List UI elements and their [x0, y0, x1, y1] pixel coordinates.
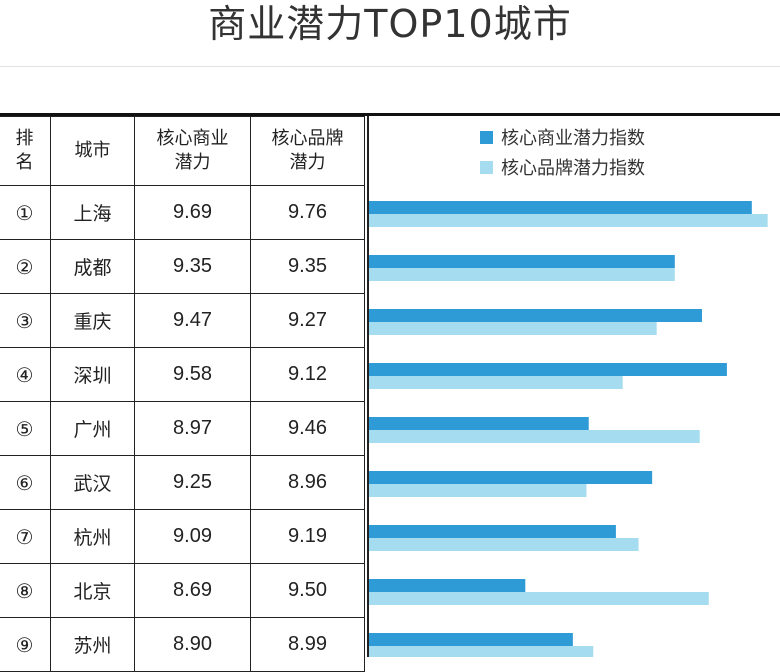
biz-score-cell: 9.69: [134, 185, 251, 240]
bar-brand-9: [369, 646, 594, 657]
table-row: ④ 深圳 9.58 9.12: [0, 347, 365, 402]
bar-biz-4: [369, 363, 727, 376]
rank-cell: ①: [0, 185, 51, 240]
header-brand: 核心品牌 潜力: [250, 116, 365, 186]
legend-item-brand: 核心品牌潜力指数: [480, 152, 645, 182]
header-biz: 核心商业 潜力: [134, 116, 251, 186]
header-biz-line2: 潜力: [174, 152, 211, 173]
city-cell: 武汉: [50, 455, 135, 510]
table-header-row: 排 名 城市 核心商业 潜力 核心品牌 潜力: [0, 116, 365, 186]
table-row: ① 上海 9.69 9.76: [0, 185, 365, 240]
bar-brand-2: [369, 268, 675, 281]
bar-biz-5: [369, 417, 589, 430]
rank-cell: ⑦: [0, 509, 51, 564]
bar-biz-7: [369, 525, 616, 538]
header-brand-line1: 核心品牌: [271, 128, 344, 149]
biz-score-cell: 8.69: [134, 563, 251, 618]
rank-cell: ④: [0, 347, 51, 402]
brand-score-cell: 9.76: [250, 185, 365, 240]
biz-score-cell: 8.97: [134, 401, 251, 456]
table-row: ⑦ 杭州 9.09 9.19: [0, 509, 365, 564]
bar-biz-2: [369, 255, 675, 268]
table-row: ⑥ 武汉 9.25 8.96: [0, 455, 365, 510]
table-row: ⑨ 苏州 8.90 8.99: [0, 617, 365, 672]
legend-label-brand: 核心品牌潜力指数: [501, 158, 645, 179]
header-biz-line1: 核心商业: [156, 128, 229, 149]
header-brand-line2: 潜力: [289, 152, 326, 173]
bar-brand-5: [369, 430, 700, 443]
bar-biz-1: [369, 201, 752, 214]
brand-score-cell: 8.99: [250, 617, 365, 672]
legend-item-biz: 核心商业潜力指数: [480, 122, 645, 152]
bar-biz-3: [369, 309, 702, 322]
city-cell: 上海: [50, 185, 135, 240]
ranking-table: 排 名 城市 核心商业 潜力 核心品牌 潜力 ① 上海 9.69 9.76 ② 成都 9.3…: [0, 116, 365, 672]
chart-left-border: [367, 116, 369, 657]
biz-score-cell: 9.09: [134, 509, 251, 564]
legend: 核心商业潜力指数 核心品牌潜力指数: [480, 122, 645, 182]
header-rank: 排 名: [0, 116, 51, 186]
legend-swatch-brand: [480, 160, 493, 174]
biz-score-cell: 9.25: [134, 455, 251, 510]
city-cell: 杭州: [50, 509, 135, 564]
brand-score-cell: 9.50: [250, 563, 365, 618]
brand-score-cell: 8.96: [250, 455, 365, 510]
city-cell: 苏州: [50, 617, 135, 672]
header-city: 城市: [50, 116, 135, 186]
city-cell: 北京: [50, 563, 135, 618]
biz-score-cell: 9.35: [134, 239, 251, 294]
brand-score-cell: 9.35: [250, 239, 365, 294]
brand-score-cell: 9.27: [250, 293, 365, 348]
rank-cell: ⑧: [0, 563, 51, 618]
brand-score-cell: 9.19: [250, 509, 365, 564]
brand-score-cell: 9.46: [250, 401, 365, 456]
rank-cell: ⑨: [0, 617, 51, 672]
city-cell: 成都: [50, 239, 135, 294]
biz-score-cell: 8.90: [134, 617, 251, 672]
bar-brand-3: [369, 322, 657, 335]
bar-biz-6: [369, 471, 653, 484]
table-row: ② 成都 9.35 9.35: [0, 239, 365, 294]
bar-brand-7: [369, 538, 639, 551]
city-cell: 广州: [50, 401, 135, 456]
header-rank-line1: 排: [15, 128, 34, 149]
legend-label-biz: 核心商业潜力指数: [501, 128, 645, 149]
legend-swatch-biz: [480, 130, 493, 144]
bar-brand-4: [369, 376, 623, 389]
bar-brand-6: [369, 484, 587, 497]
biz-score-cell: 9.58: [134, 347, 251, 402]
header-rank-line2: 名: [15, 152, 34, 173]
bar-biz-9: [369, 633, 573, 646]
rank-cell: ③: [0, 293, 51, 348]
bar-biz-8: [369, 579, 526, 592]
bar-brand-8: [369, 592, 709, 605]
bar-brand-1: [369, 214, 768, 227]
rank-cell: ②: [0, 239, 51, 294]
table-row: ③ 重庆 9.47 9.27: [0, 293, 365, 348]
city-cell: 重庆: [50, 293, 135, 348]
table-row: ⑧ 北京 8.69 9.50: [0, 563, 365, 618]
chart-title: 商业潜力TOP10城市: [208, 2, 572, 46]
table-row: ⑤ 广州 8.97 9.46: [0, 401, 365, 456]
biz-score-cell: 9.47: [134, 293, 251, 348]
brand-score-cell: 9.12: [250, 347, 365, 402]
bar-chart: [369, 201, 768, 657]
city-cell: 深圳: [50, 347, 135, 402]
rank-cell: ⑤: [0, 401, 51, 456]
rank-cell: ⑥: [0, 455, 51, 510]
table-top-rule: [0, 113, 780, 116]
title-divider: [0, 66, 780, 67]
